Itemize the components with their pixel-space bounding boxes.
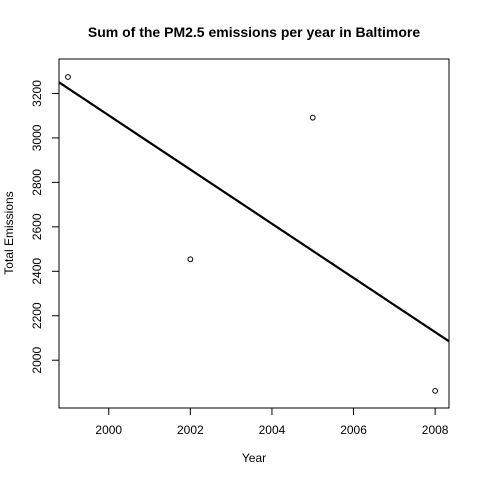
y-tick-label: 2200: [30, 302, 44, 329]
data-point: [432, 387, 439, 394]
y-tick-label: 2400: [30, 258, 44, 285]
chart-title: Sum of the PM2.5 emissions per year in B…: [88, 24, 420, 40]
data-points: [65, 74, 439, 394]
data-point: [309, 114, 316, 121]
data-point: [65, 74, 71, 80]
y-axis: 2000 2200 2400 2600 2800 3000 3200: [30, 80, 60, 374]
x-tick-label: 2000: [95, 423, 122, 437]
x-tick-label: 2008: [422, 423, 449, 437]
y-tick-label: 2600: [30, 213, 44, 240]
data-point: [187, 256, 194, 263]
trend-line: [58, 81, 450, 343]
x-axis-label: Year: [242, 451, 266, 465]
x-tick-label: 2002: [177, 423, 204, 437]
y-tick-label: 2800: [30, 169, 44, 196]
trend-line-group: [58, 81, 450, 343]
y-tick-label: 2000: [30, 347, 44, 374]
y-axis-label: Total Emissions: [2, 191, 16, 274]
x-tick-label: 2004: [259, 423, 286, 437]
x-axis: 2000 2002 2004 2006 2008: [95, 407, 449, 437]
y-tick-label: 3000: [30, 124, 44, 151]
plot-frame: [58, 58, 450, 409]
y-tick-label: 3200: [30, 80, 44, 107]
x-tick-label: 2006: [340, 423, 367, 437]
